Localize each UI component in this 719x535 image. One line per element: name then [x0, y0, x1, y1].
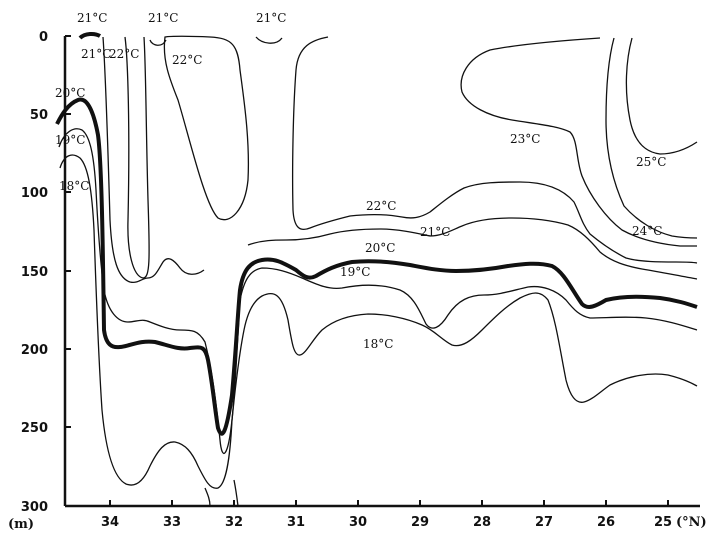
isotherm-18c-deep: [204, 487, 211, 507]
y-tick-label-100: 100: [21, 186, 48, 201]
x-tick-label-25: 25: [654, 515, 672, 530]
isotherm-label: 22°C: [109, 47, 139, 61]
isotherm-21c-cap-31: [255, 36, 283, 44]
isotherm-21c-cap-33: [149, 39, 167, 46]
isotherm-20c: [55, 97, 698, 436]
y-tick-label-250: 250: [21, 421, 48, 436]
y-unit-label: (m): [8, 517, 34, 532]
isotherm-label: 19°C: [340, 265, 370, 279]
x-tick-label-33: 33: [163, 515, 181, 530]
isotherm-22c-left: [124, 36, 150, 279]
isotherm-label: 25°C: [636, 155, 666, 169]
isotherm-label: 22°C: [172, 53, 202, 67]
isotherm-21c-right: [247, 217, 698, 280]
y-tick-label-0: 0: [39, 30, 48, 45]
isotherm-22c-right: [291, 36, 698, 264]
isotherm-label: 21°C: [420, 225, 450, 239]
isotherm-label: 20°C: [55, 86, 85, 100]
y-ticks: [65, 35, 71, 507]
isotherm-label: 18°C: [59, 179, 89, 193]
x-tick-label-34: 34: [101, 515, 119, 530]
x-tick-label-31: 31: [287, 515, 305, 530]
isotherm-21c-left: [102, 36, 205, 284]
isotherm-label: 21°C: [256, 11, 286, 25]
isotherm-lines: [55, 31, 698, 507]
isotherm-label: 23°C: [510, 132, 540, 146]
y-tick-label-300: 300: [21, 500, 48, 515]
isotherm-22c-loop: [163, 35, 250, 221]
isotherm-label: 24°C: [632, 224, 662, 238]
x-ticks: [109, 500, 669, 506]
x-tick-label-26: 26: [597, 515, 615, 530]
isotherm-label: 22°C: [366, 199, 396, 213]
x-tick-labels: 34 33 32 31 30 29 28 27 26 25: [101, 515, 672, 530]
isotherm-18c-deep-2: [233, 479, 239, 507]
isotherm-label: 18°C: [363, 337, 393, 351]
isotherm-23c: [460, 37, 697, 247]
y-tick-label-150: 150: [21, 265, 48, 280]
isotherm-label: 21°C: [81, 47, 111, 61]
isotherm-19c: [58, 128, 698, 454]
isotherm-labels: 21°C 21°C 21°C 21°C 22°C 22°C 20°C 19°C …: [55, 11, 666, 351]
x-unit-label: (°N): [676, 515, 707, 530]
y-tick-label-50: 50: [30, 108, 48, 123]
y-tick-label-200: 200: [21, 343, 48, 358]
isotherm-21c-cap-left: [78, 31, 102, 40]
x-tick-label-28: 28: [473, 515, 491, 530]
isotherm-label: 19°C: [55, 133, 85, 147]
x-tick-label-30: 30: [349, 515, 367, 530]
x-tick-label-29: 29: [411, 515, 429, 530]
isotherm-24c: [605, 37, 698, 239]
isotherm-label: 21°C: [148, 11, 178, 25]
x-tick-label-27: 27: [535, 515, 553, 530]
x-tick-label-32: 32: [225, 515, 243, 530]
y-tick-labels: 0 50 100 150 200 250 300: [21, 30, 48, 515]
isotherm-label: 21°C: [77, 11, 107, 25]
isotherm-25c: [625, 37, 698, 155]
isotherm-label: 20°C: [365, 241, 395, 255]
isotherm-18c: [59, 154, 698, 489]
